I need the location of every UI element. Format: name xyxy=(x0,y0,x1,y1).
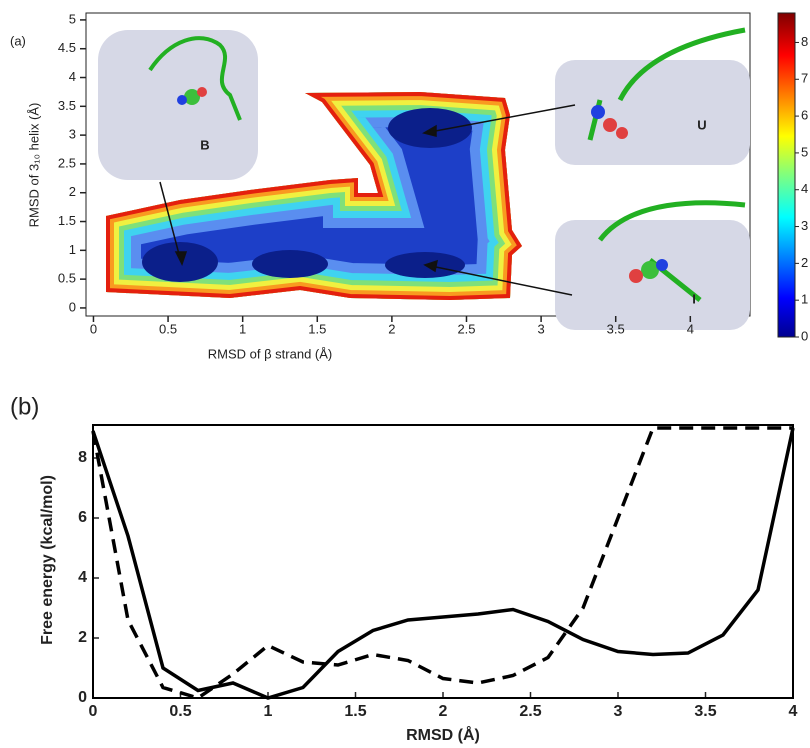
y-tick-label: 3.5 xyxy=(58,98,76,113)
y-tick-label: 0 xyxy=(69,299,76,314)
x-tick-label: 0 xyxy=(89,703,98,720)
colorbar-tick-label: 7 xyxy=(801,71,808,86)
x-tick-label: 4 xyxy=(687,321,694,336)
y-axis-label: Free energy (kcal/mol) xyxy=(39,475,56,645)
x-tick-label: 2 xyxy=(439,703,448,720)
y-tick-label: 2 xyxy=(69,184,76,199)
inset-b xyxy=(98,30,258,180)
y-tick-label: 8 xyxy=(78,449,87,466)
x-tick-label: 1 xyxy=(239,321,246,336)
y-tick-label: 4.5 xyxy=(58,40,76,55)
x-tick-label: 1.5 xyxy=(344,703,366,720)
line-series xyxy=(93,428,793,698)
y-tick-label: 1 xyxy=(69,242,76,257)
x-tick-label: 0.5 xyxy=(169,703,191,720)
y-tick-label: 4 xyxy=(69,69,76,84)
x-tick-label: 4 xyxy=(789,703,798,720)
y-tick-label: 4 xyxy=(78,569,87,586)
y-tick-label: 0.5 xyxy=(58,271,76,286)
colorbar xyxy=(778,13,795,337)
plot-frame xyxy=(93,425,793,698)
y-tick-label: 3 xyxy=(69,127,76,142)
x-tick-label: 3 xyxy=(614,703,623,720)
panel-b: 0 0.5 1 1.5 2 2.5 3 3.5 4 0 2 4 6 8 RMSD (Å) Free energ… xyxy=(10,393,798,744)
y-axis-label: RMSD of 3₁₀ helix (Å) xyxy=(26,103,41,228)
x-tick-label: 3.5 xyxy=(694,703,716,720)
panel-label: (a) xyxy=(10,33,26,48)
x-tick-label: 0.5 xyxy=(159,321,177,336)
state-label: U xyxy=(697,117,706,132)
x-tick-label: 2 xyxy=(388,321,395,336)
x-tick-label: 0 xyxy=(90,321,97,336)
colorbar-tick-label: 8 xyxy=(801,34,808,49)
x-tick-label: 3.5 xyxy=(607,321,625,336)
y-tick-label: 2 xyxy=(78,629,87,646)
figure: 0 0.5 1 1.5 2 2.5 3 3.5 4 0 0.5 1 1.5 2 2.5 3 3.5 4 4.5 5 RM… xyxy=(0,0,810,748)
colorbar-tick-label: 4 xyxy=(801,181,808,196)
panel-label: (b) xyxy=(10,393,39,420)
x-tick-label: 1.5 xyxy=(308,321,326,336)
x-tick-label: 3 xyxy=(537,321,544,336)
y-tick-label: 6 xyxy=(78,509,87,526)
y-tick-label: 5 xyxy=(69,11,76,26)
line-series xyxy=(93,428,793,698)
colorbar-tick-label: 3 xyxy=(801,218,808,233)
inset-i xyxy=(555,203,750,330)
colorbar-tick-label: 1 xyxy=(801,292,808,307)
state-label: I xyxy=(692,291,696,306)
y-tick-label: 2.5 xyxy=(58,155,76,170)
x-tick-label: 2.5 xyxy=(519,703,541,720)
y-tick-label: 1.5 xyxy=(58,213,76,228)
y-tick-label: 0 xyxy=(78,689,87,706)
colorbar-tick-label: 5 xyxy=(801,144,808,159)
colorbar-tick-label: 2 xyxy=(801,255,808,270)
x-axis-label: RMSD (Å) xyxy=(406,725,480,744)
colorbar-tick-label: 6 xyxy=(801,108,808,123)
x-tick-label: 2.5 xyxy=(457,321,475,336)
x-axis-label: RMSD of β strand (Å) xyxy=(208,346,333,361)
colorbar-tick-label: 0 xyxy=(801,328,808,343)
state-label: B xyxy=(200,137,209,152)
x-tick-label: 1 xyxy=(264,703,273,720)
